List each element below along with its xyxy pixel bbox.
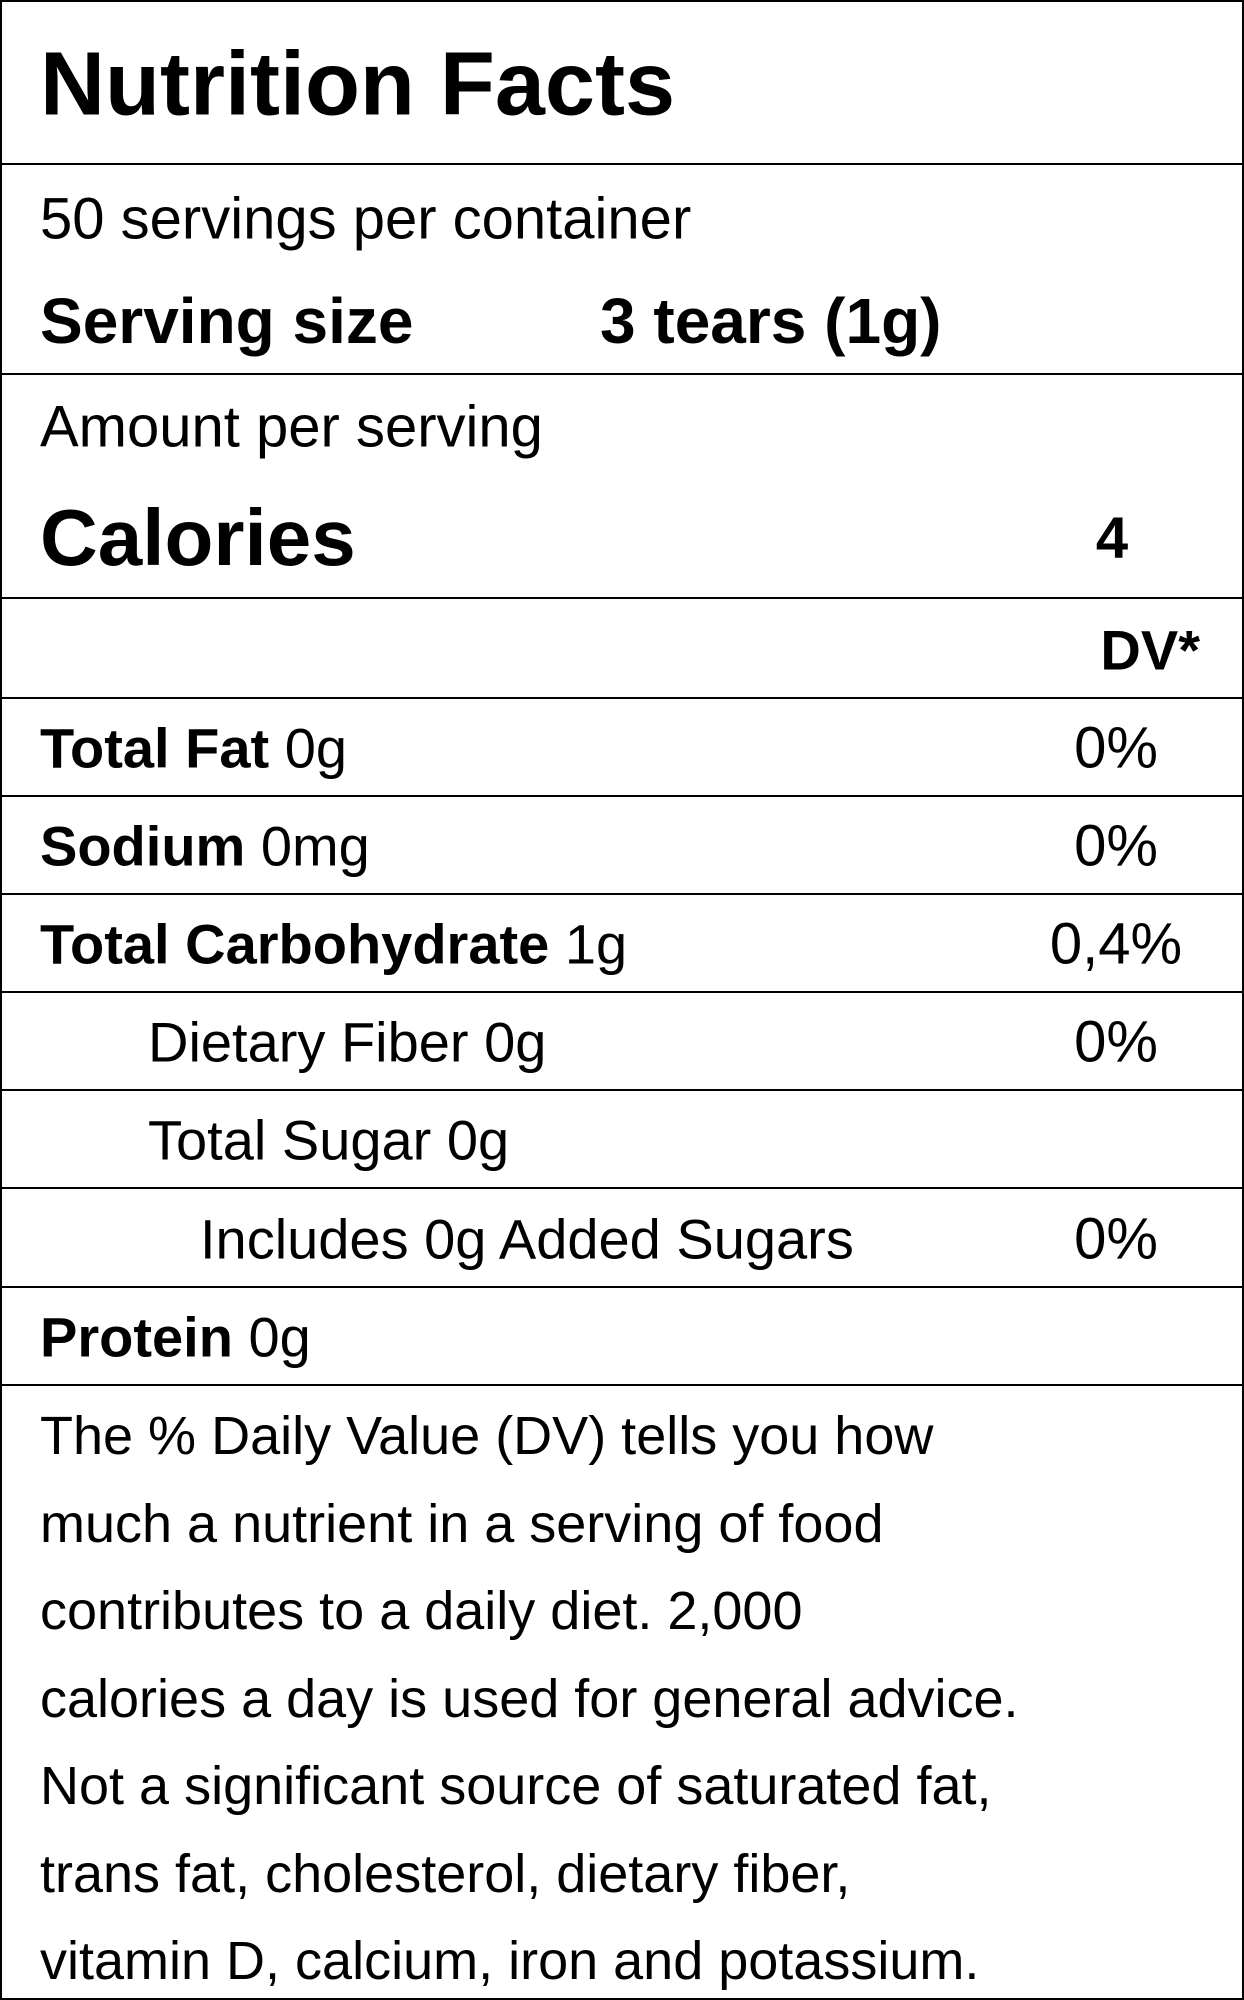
nutrient-row: Protein 0g bbox=[2, 1288, 1242, 1386]
nutrient-text: Sodium 0mg bbox=[40, 814, 370, 879]
nutrient-text: Includes 0g Added Sugars bbox=[200, 1206, 854, 1271]
nutrient-name: Total Carbohydrate bbox=[40, 912, 550, 976]
footnote-line: The % Daily Value (DV) tells you how bbox=[40, 1406, 934, 1466]
serving-size-label: Serving size bbox=[40, 285, 414, 357]
nutrient-amount: 0g bbox=[446, 1108, 510, 1172]
daily-value: 0% bbox=[1074, 1009, 1158, 1075]
nutrient-text: Dietary Fiber 0g bbox=[148, 1010, 546, 1075]
nutrient-name: Total Fat bbox=[40, 716, 270, 780]
servings-per-container: 50 servings per container bbox=[40, 186, 692, 252]
calories-section: Amount per serving Calories 4 bbox=[2, 375, 1242, 599]
amount-label: Amount per serving bbox=[40, 394, 543, 460]
footnote-line: calories a day is used for general advic… bbox=[40, 1668, 1019, 1729]
serving-size-value: 3 tears (1g) bbox=[600, 285, 942, 357]
nutrient-text: Protein 0g bbox=[40, 1304, 311, 1369]
nutrient-row: Total Sugar 0g bbox=[2, 1091, 1242, 1190]
nutrient-amount: 1g bbox=[564, 912, 628, 976]
nutrient-amount: 0g bbox=[484, 1010, 547, 1074]
nutrient-amount: 0mg bbox=[260, 814, 370, 878]
daily-value: 0% bbox=[1074, 715, 1158, 781]
nutrient-row: Sodium 0mg 0% bbox=[2, 797, 1242, 896]
title: Nutrition Facts bbox=[40, 34, 676, 135]
daily-value: 0,4% bbox=[1049, 911, 1183, 977]
nutrient-text: Total Sugar 0g bbox=[148, 1108, 509, 1173]
calories-value: 4 bbox=[1095, 505, 1129, 571]
nutrient-amount: 0g bbox=[284, 716, 348, 780]
daily-value: 0% bbox=[1074, 1206, 1158, 1271]
calories-label: Calories bbox=[40, 493, 356, 582]
dv-header: DV* bbox=[1100, 618, 1200, 682]
nutrient-amount: 0g bbox=[248, 1305, 311, 1369]
nutrient-text: Total Fat 0g bbox=[40, 716, 347, 781]
nutrient-row: Total Fat 0g 0% bbox=[2, 699, 1242, 797]
nutrient-name: Includes 0g Added Sugars bbox=[200, 1207, 854, 1270]
footnote-line: contributes to a daily diet. 2,000 bbox=[40, 1581, 803, 1641]
daily-value: 0% bbox=[1074, 813, 1158, 879]
nutrient-text: Total Carbohydrate 1g bbox=[40, 912, 627, 977]
footnote-line: vitamin D, calcium, iron and potassium. bbox=[40, 1931, 980, 1991]
footnote-line: much a nutrient in a serving of food bbox=[40, 1493, 884, 1554]
servings: 50 servings per container Serving size 3… bbox=[2, 165, 1242, 375]
footnote-line: Not a significant source of saturated fa… bbox=[40, 1756, 992, 1816]
nutrient-row: Includes 0g Added Sugars 0% bbox=[2, 1190, 1242, 1288]
nutrient-name: Sodium bbox=[40, 814, 246, 878]
footnote-line: trans fat, cholesterol, dietary fiber, bbox=[40, 1843, 851, 1904]
nutrient-name: Dietary Fiber bbox=[148, 1010, 469, 1074]
nutrient-name: Total Sugar bbox=[148, 1108, 432, 1172]
nutrient-row: Total Carbohydrate 1g 0,4% bbox=[2, 895, 1242, 994]
nutrient-name: Protein bbox=[40, 1305, 233, 1369]
nutrient-row: Dietary Fiber 0g 0% bbox=[2, 993, 1242, 1092]
dv-header-row: DV* bbox=[2, 599, 1242, 699]
footnote: The % Daily Value (DV) tells you how much… bbox=[2, 1386, 1242, 1998]
header: Nutrition Facts bbox=[2, 2, 1242, 165]
